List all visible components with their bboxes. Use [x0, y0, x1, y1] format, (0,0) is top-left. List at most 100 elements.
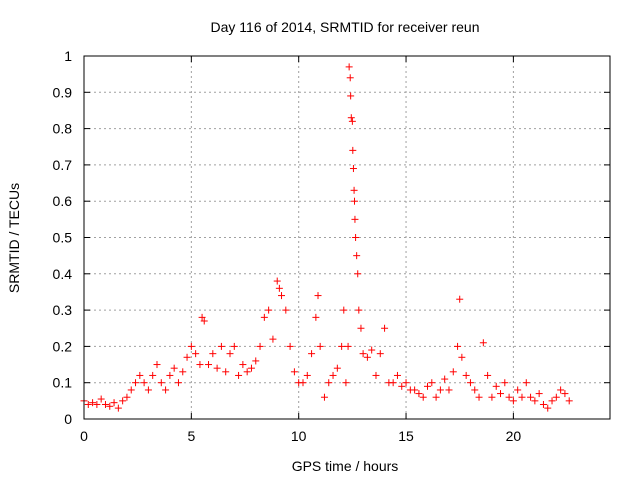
data-point — [344, 342, 352, 350]
data-point — [527, 393, 535, 401]
data-point — [243, 368, 251, 376]
data-point — [265, 306, 273, 314]
data-point — [174, 379, 182, 387]
data-point — [325, 379, 333, 387]
y-tick-label: 0.9 — [53, 84, 73, 100]
data-point — [441, 375, 449, 383]
x-tick-label: 5 — [187, 428, 195, 444]
y-axis-label: SRMTID / TECUs — [6, 183, 22, 293]
data-point — [230, 342, 238, 350]
data-point — [466, 379, 474, 387]
data-point — [247, 364, 255, 372]
data-point — [531, 397, 539, 405]
data-point — [376, 350, 384, 358]
data-point — [548, 397, 556, 405]
data-point — [316, 342, 324, 350]
y-tick-label: 0.3 — [53, 302, 73, 318]
data-point — [144, 386, 152, 394]
y-tick-label: 0 — [64, 411, 72, 427]
data-point — [514, 386, 522, 394]
data-points — [80, 63, 573, 412]
data-point — [209, 350, 217, 358]
data-point — [535, 390, 543, 398]
data-point — [123, 393, 131, 401]
data-point — [501, 379, 509, 387]
data-point — [200, 317, 208, 325]
y-tick-label: 0.1 — [53, 375, 73, 391]
data-point — [411, 386, 419, 394]
data-point — [347, 114, 355, 122]
data-point — [260, 313, 268, 321]
data-point — [351, 215, 359, 223]
data-point — [222, 368, 230, 376]
data-point — [205, 361, 213, 369]
data-point — [166, 371, 174, 379]
y-tick-label: 0.8 — [53, 121, 73, 137]
data-point — [359, 350, 367, 358]
data-point — [350, 186, 358, 194]
data-point — [235, 371, 243, 379]
data-point — [449, 368, 457, 376]
data-point — [505, 393, 513, 401]
data-point — [349, 146, 357, 154]
data-point — [497, 390, 505, 398]
data-point — [132, 379, 140, 387]
data-point — [299, 379, 307, 387]
data-point — [106, 402, 114, 410]
data-point — [436, 386, 444, 394]
data-point — [320, 393, 328, 401]
data-point — [89, 399, 97, 407]
grid — [84, 56, 610, 419]
data-point — [509, 397, 517, 405]
data-point — [101, 400, 109, 408]
data-point — [217, 342, 225, 350]
data-point — [256, 342, 264, 350]
data-point — [363, 353, 371, 361]
data-point — [308, 350, 316, 358]
data-point — [552, 393, 560, 401]
data-point — [314, 292, 322, 300]
data-point — [278, 292, 286, 300]
data-point — [345, 63, 353, 71]
data-point — [110, 399, 118, 407]
data-point — [136, 371, 144, 379]
x-tick-label: 15 — [398, 428, 414, 444]
data-point — [398, 382, 406, 390]
tick-labels: 00.10.20.30.40.50.60.70.80.910 5 10 15 20 — [53, 48, 522, 444]
data-point — [338, 342, 346, 350]
data-point — [351, 197, 359, 205]
data-point — [458, 353, 466, 361]
data-point — [565, 397, 573, 405]
data-point — [179, 368, 187, 376]
data-point — [353, 252, 361, 260]
x-tick-label: 10 — [291, 428, 307, 444]
data-point — [275, 284, 283, 292]
x-tick-label: 0 — [80, 428, 88, 444]
plot-frame — [83, 55, 611, 420]
data-point — [273, 277, 281, 285]
data-point — [340, 306, 348, 314]
data-point — [127, 386, 135, 394]
data-point — [381, 324, 389, 332]
data-point — [183, 353, 191, 361]
data-point — [372, 371, 380, 379]
data-point — [149, 371, 157, 379]
data-point — [428, 379, 436, 387]
data-point — [312, 313, 320, 321]
data-point — [488, 393, 496, 401]
data-point — [93, 400, 101, 408]
data-point — [454, 342, 462, 350]
data-point — [114, 404, 122, 412]
data-point — [342, 379, 350, 387]
data-point — [329, 371, 337, 379]
data-point — [170, 364, 178, 372]
y-tick-label: 0.7 — [53, 157, 73, 173]
data-point — [349, 165, 357, 173]
data-point — [162, 386, 170, 394]
chart-title: Day 116 of 2014, SRMTID for receiver reu… — [211, 19, 480, 35]
data-point — [471, 386, 479, 394]
data-point — [475, 393, 483, 401]
data-point — [84, 400, 92, 408]
data-point — [544, 404, 552, 412]
data-point — [198, 313, 206, 321]
